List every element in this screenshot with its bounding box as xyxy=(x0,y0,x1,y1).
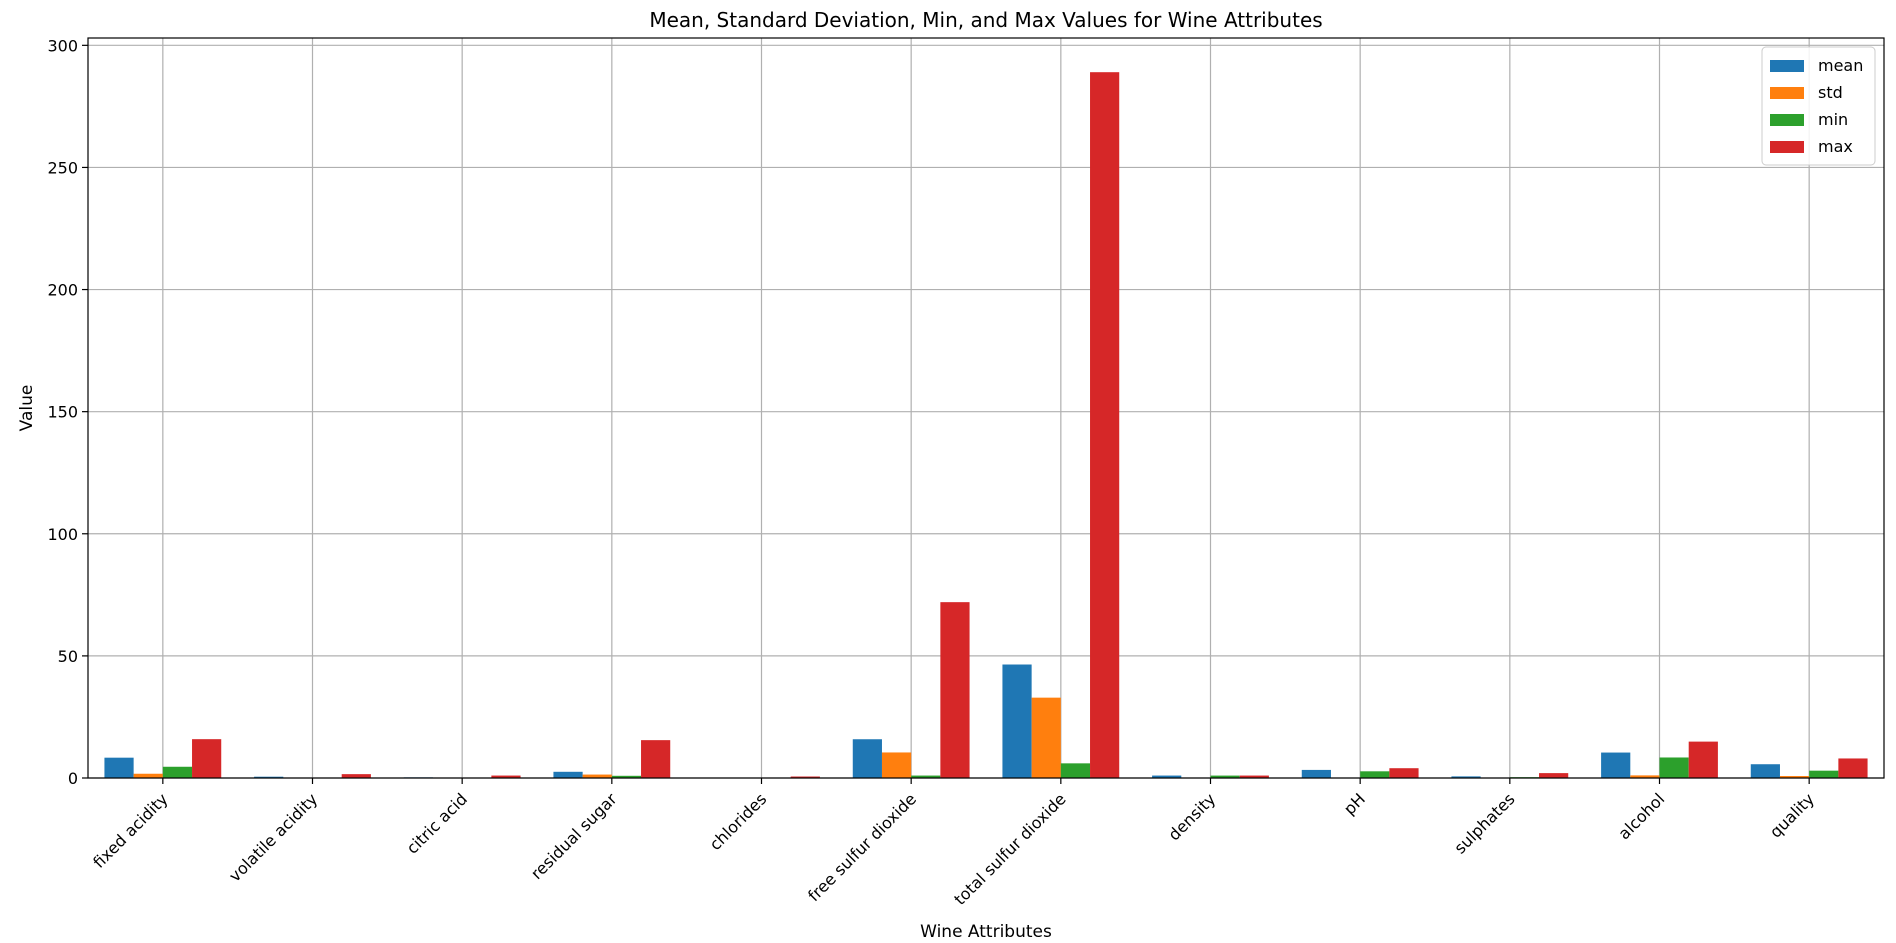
bar-mean xyxy=(1451,776,1481,778)
bar-min xyxy=(1210,775,1240,778)
bar-max xyxy=(940,602,970,778)
y-tick-label: 200 xyxy=(47,281,78,300)
bar-min xyxy=(1060,763,1091,778)
y-axis-title: Value xyxy=(17,385,37,432)
bar-min xyxy=(611,775,642,778)
x-axis-title: Wine Attributes xyxy=(920,922,1052,942)
y-tick-label: 100 xyxy=(47,525,78,544)
legend-swatch-min xyxy=(1770,114,1804,126)
bar-mean xyxy=(1002,664,1032,778)
bar-mean xyxy=(1301,769,1331,778)
bar-max xyxy=(1090,72,1120,779)
bar-max xyxy=(641,740,671,778)
bar-std xyxy=(133,773,163,778)
bar-max xyxy=(1539,773,1569,778)
legend-swatch-max xyxy=(1770,141,1804,153)
bar-min xyxy=(1360,771,1390,778)
grid-lines xyxy=(88,38,1884,779)
y-tick-label: 250 xyxy=(47,158,78,177)
legend-label-mean: mean xyxy=(1818,56,1863,75)
bar-std xyxy=(1779,776,1810,778)
bar-max xyxy=(1389,768,1419,778)
legend: mean std min max xyxy=(1761,46,1876,166)
bar-max xyxy=(1838,758,1868,778)
bar-max xyxy=(1239,775,1269,778)
bar-min xyxy=(911,775,941,778)
bar-mean xyxy=(1750,764,1780,778)
bar-std xyxy=(1630,775,1660,778)
bar-mean xyxy=(104,757,134,778)
plot-frame xyxy=(87,37,1885,779)
bar-max xyxy=(491,775,521,778)
bar-max xyxy=(192,739,222,778)
bar-min xyxy=(1809,770,1839,778)
bar-min xyxy=(1659,757,1689,778)
y-tick-label: 150 xyxy=(47,403,78,422)
legend-swatch-mean xyxy=(1770,60,1804,72)
legend-swatch-std xyxy=(1770,87,1804,99)
bar-max xyxy=(790,776,820,778)
bar-std xyxy=(881,752,912,778)
bar-mean xyxy=(1152,775,1182,778)
bar-mean xyxy=(1601,752,1631,778)
chart-title: Mean, Standard Deviation, Min, and Max V… xyxy=(649,8,1322,32)
bar-mean xyxy=(254,776,284,778)
legend-label-std: std xyxy=(1818,83,1843,102)
legend-label-min: min xyxy=(1818,110,1848,129)
bars xyxy=(104,72,1868,779)
legend-box xyxy=(1761,46,1876,166)
bar-max xyxy=(1688,741,1718,778)
bar-max xyxy=(341,774,371,778)
bar-mean xyxy=(852,739,882,778)
legend-label-max: max xyxy=(1818,137,1853,156)
y-tick-label: 50 xyxy=(58,647,78,666)
y-tick-label: 0 xyxy=(68,769,78,788)
bar-std xyxy=(1031,697,1061,778)
y-tick-label: 300 xyxy=(47,36,78,55)
bar-std xyxy=(582,774,612,778)
bar-min xyxy=(162,766,193,778)
bar-mean xyxy=(553,771,583,778)
